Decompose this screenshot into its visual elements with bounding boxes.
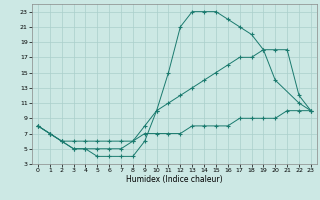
X-axis label: Humidex (Indice chaleur): Humidex (Indice chaleur)	[126, 175, 223, 184]
